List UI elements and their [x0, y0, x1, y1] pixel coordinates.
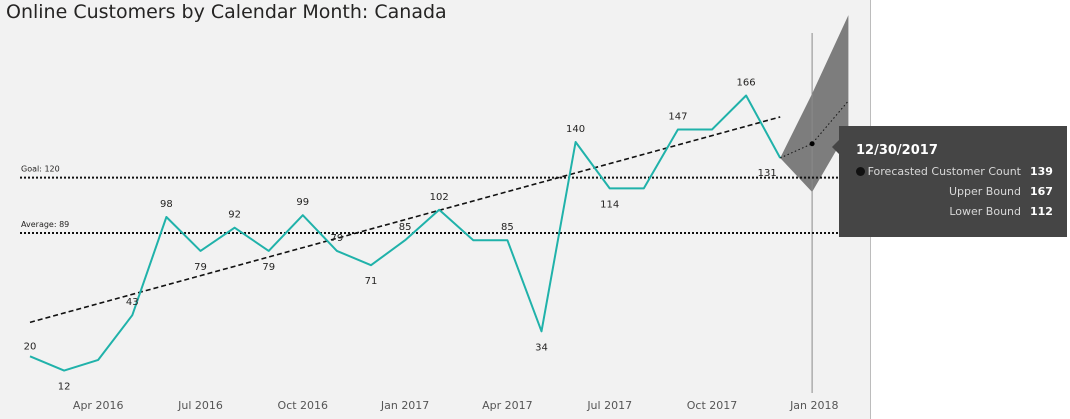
data-label: 140	[566, 124, 585, 135]
forecast-line	[779, 100, 849, 159]
tooltip-row-forecast: Forecasted Customer Count 139	[839, 165, 1067, 183]
tooltip-row-upper: Upper Bound 167	[839, 185, 1067, 203]
data-label: 98	[160, 199, 173, 210]
data-label: 166	[737, 78, 756, 89]
chart-panel: Online Customers by Calendar Month: Cana…	[0, 0, 871, 419]
x-tick-label: Oct 2016	[278, 399, 329, 412]
x-tick-label: Oct 2017	[687, 399, 738, 412]
series-dot-icon	[856, 167, 865, 176]
chart-title: Online Customers by Calendar Month: Cana…	[6, 1, 447, 23]
data-label: 43	[126, 297, 139, 308]
data-label: 85	[501, 222, 514, 233]
x-tick-label: Jan 2017	[380, 399, 429, 412]
tooltip-row-lower: Lower Bound 112	[839, 205, 1067, 223]
data-label: 71	[365, 276, 378, 287]
line-chart: Goal: 120 Average: 89 20 12 43 98 79 92 79 99 79 71…	[20, 15, 849, 412]
data-label: 85	[399, 222, 412, 233]
tooltip-label: Lower Bound	[949, 205, 1021, 218]
data-label: 34	[535, 342, 548, 353]
x-tick-label: Jul 2017	[586, 399, 632, 412]
data-label: 102	[430, 192, 449, 203]
reference-line-label: Goal: 120	[21, 165, 60, 174]
tooltip-label: Upper Bound	[948, 185, 1021, 198]
forecast-tooltip: 12/30/2017 Forecasted Customer Count 139…	[832, 126, 1067, 237]
data-label: 114	[600, 199, 619, 210]
data-label: 99	[296, 197, 309, 208]
data-label: 147	[668, 111, 687, 122]
data-label: 92	[228, 210, 241, 221]
x-tick-label: Jul 2016	[177, 399, 223, 412]
data-label: 79	[194, 262, 207, 273]
x-tick-label: Apr 2016	[73, 399, 124, 412]
series-line	[29, 94, 782, 372]
tooltip-date: 12/30/2017	[856, 143, 938, 158]
data-label: 12	[58, 382, 71, 393]
tooltip-pointer	[832, 140, 839, 154]
tooltip-value: 167	[1030, 185, 1053, 198]
tooltip-value: 139	[1030, 165, 1053, 178]
reference-line-label: Average: 89	[21, 220, 69, 229]
forecast-point	[809, 141, 815, 147]
data-label: 131	[758, 168, 777, 179]
tooltip-label: Forecasted Customer Count	[867, 165, 1021, 178]
x-tick-label: Jan 2018	[789, 399, 838, 412]
forecast-band	[780, 15, 849, 192]
data-label: 20	[24, 341, 37, 352]
tooltip-value: 112	[1030, 205, 1053, 218]
x-tick-label: Apr 2017	[482, 399, 533, 412]
trend-line	[29, 116, 781, 324]
data-label: 79	[331, 233, 344, 244]
data-label: 79	[262, 262, 275, 273]
